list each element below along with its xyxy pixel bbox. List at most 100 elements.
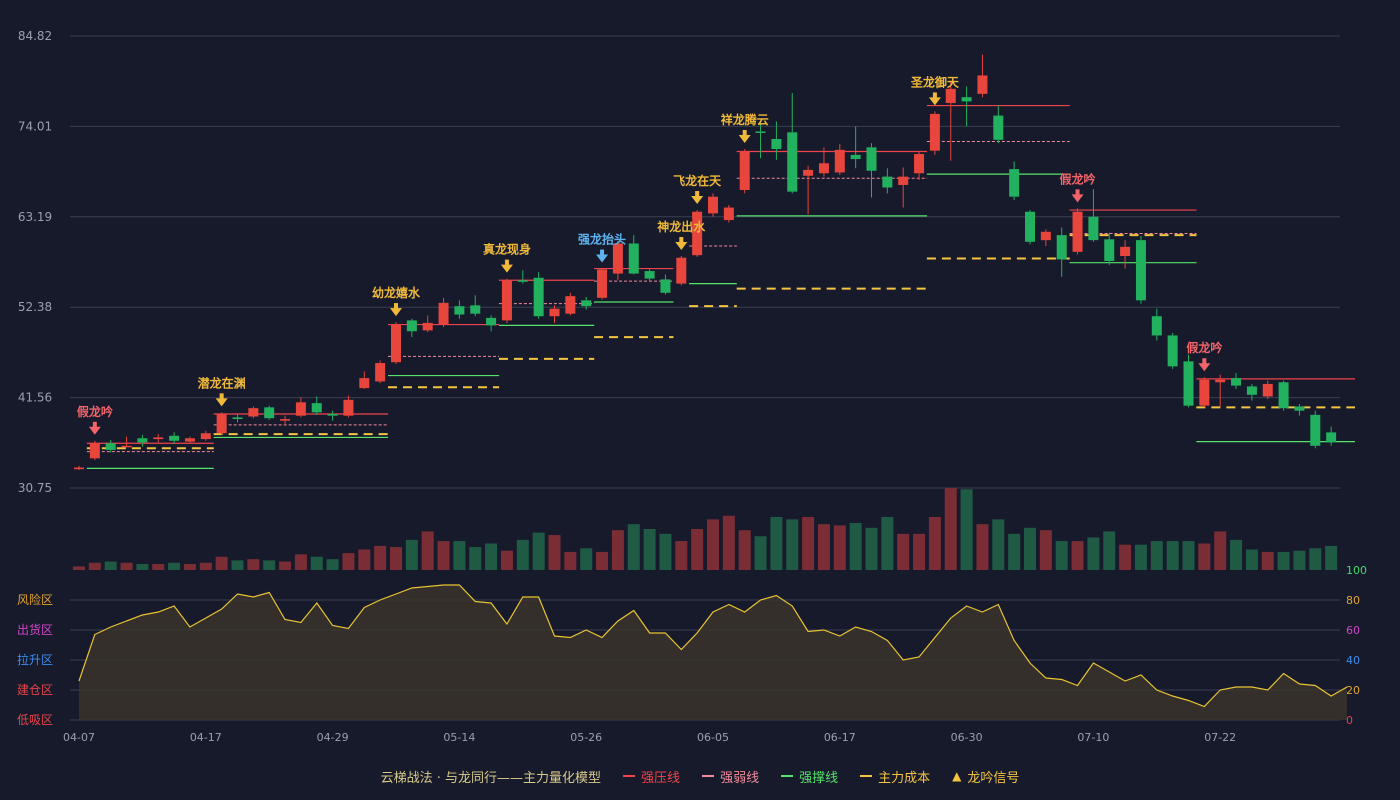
indicator-zone-label: 风险区	[17, 592, 53, 607]
volume-bar	[1245, 549, 1258, 570]
x-tick-label: 07-10	[1077, 731, 1109, 744]
indicator-zone-label: 低吸区	[17, 713, 53, 727]
candle-body	[708, 196, 718, 214]
x-tick-label: 06-30	[951, 731, 983, 744]
volume-bar	[1277, 551, 1290, 570]
signal-label: 幼龙嬉水	[372, 285, 421, 300]
legend-item: 云梯战法 · 与龙同行——主力量化模型	[381, 767, 601, 786]
signal-arrow-stem	[1202, 358, 1207, 365]
signal-arrow-icon	[500, 264, 513, 273]
candle-body	[280, 419, 291, 421]
signal-markers: 假龙吟潜龙在渊幼龙嬉水真龙现身强龙抬头神龙出水飞龙在天祥龙腾云圣龙御天假龙吟假龙…	[77, 74, 1222, 435]
candle-body	[993, 115, 1004, 140]
volume-bar	[1166, 541, 1179, 570]
candle-body	[184, 438, 195, 442]
signal-arrow-stem	[92, 421, 97, 428]
signal-label: 圣龙御天	[910, 74, 960, 89]
signal-arrow-stem	[742, 130, 747, 137]
candle-body	[692, 211, 703, 256]
candle-body	[248, 408, 259, 417]
volume-bar	[215, 556, 228, 570]
candle-body	[676, 257, 687, 284]
candle-body	[660, 279, 671, 293]
candle-body	[1135, 240, 1146, 301]
volume-bar	[1214, 531, 1227, 570]
x-tick-label: 07-22	[1204, 731, 1236, 744]
candle-body	[74, 467, 84, 470]
volume-bar	[120, 562, 133, 570]
volume-bar	[294, 554, 307, 570]
candle-body	[1120, 246, 1131, 257]
legend-label: 主力成本	[878, 770, 931, 786]
signal-arrow-stem	[394, 303, 398, 310]
candle-body	[391, 324, 401, 363]
candle-body	[1009, 169, 1020, 197]
candle-body	[359, 378, 370, 389]
indicator-tick-label: 80	[1346, 594, 1360, 607]
volume-bar	[1309, 548, 1322, 570]
candle-body	[929, 113, 940, 151]
volume-bar	[390, 547, 402, 570]
volume-bar	[1293, 550, 1306, 570]
candle-body	[644, 271, 655, 279]
candle-body	[771, 138, 782, 150]
volume-bar	[532, 532, 545, 570]
candle-body	[1167, 335, 1178, 367]
volume-bar	[928, 516, 941, 570]
signal-arrow-icon	[675, 242, 688, 251]
candle-body	[438, 302, 449, 325]
signal-arrow-stem	[219, 393, 224, 400]
candle-body	[216, 414, 227, 434]
volume-bar	[183, 563, 196, 570]
volume-bar	[992, 519, 1005, 570]
signal-label: 神龙出水	[657, 219, 706, 234]
candle-body	[818, 163, 829, 174]
volume-bar	[310, 556, 323, 570]
candle-body	[597, 269, 608, 298]
indicator-tick-label: 20	[1346, 684, 1360, 697]
candle-body	[1025, 211, 1035, 242]
volume-bar	[168, 562, 181, 570]
signal-arrow-icon	[691, 196, 704, 205]
volume-bar	[976, 524, 989, 570]
legend-item: 强压线	[623, 767, 680, 786]
candle-body	[1056, 235, 1067, 260]
volume-bar	[548, 535, 561, 570]
candle-body	[1262, 383, 1273, 397]
volume-bar	[611, 530, 624, 570]
candle-body	[264, 407, 275, 419]
legend-label: 强压线	[641, 770, 681, 786]
volume-bars	[73, 488, 1338, 570]
candle-body	[612, 243, 623, 274]
candle-body	[1040, 231, 1051, 241]
candle-body	[850, 154, 861, 160]
signal-label: 潜龙在渊	[198, 375, 246, 390]
price-tick-label: 84.82	[18, 29, 52, 43]
candle-body	[945, 88, 956, 104]
volume-bar	[802, 516, 815, 570]
candle-body	[232, 417, 243, 420]
candle-body	[375, 363, 386, 382]
volume-bar	[675, 541, 688, 570]
volume-bar	[754, 536, 767, 570]
legend-label: 强撑线	[799, 770, 839, 786]
price-tick-label: 63.19	[18, 210, 52, 224]
candle-body	[533, 277, 544, 317]
volume-bar	[469, 547, 482, 570]
candle-body	[486, 317, 497, 326]
volume-bar	[817, 524, 830, 570]
x-tick-label: 05-26	[570, 731, 602, 744]
candle-body	[1231, 378, 1242, 386]
candle-body	[1294, 406, 1305, 411]
signal-label: 强龙抬头	[578, 232, 626, 247]
signal-label: 真龙现身	[483, 242, 531, 257]
signal-arrow-stem	[695, 191, 700, 198]
candle-body	[89, 443, 100, 459]
signal-label: 假龙吟	[1060, 171, 1096, 186]
volume-bar	[913, 533, 926, 570]
signal-arrow-icon	[928, 97, 941, 106]
volume-bar	[960, 489, 973, 570]
volume-bar	[104, 561, 117, 570]
volume-bar	[1198, 543, 1211, 570]
candle-body	[470, 305, 481, 314]
